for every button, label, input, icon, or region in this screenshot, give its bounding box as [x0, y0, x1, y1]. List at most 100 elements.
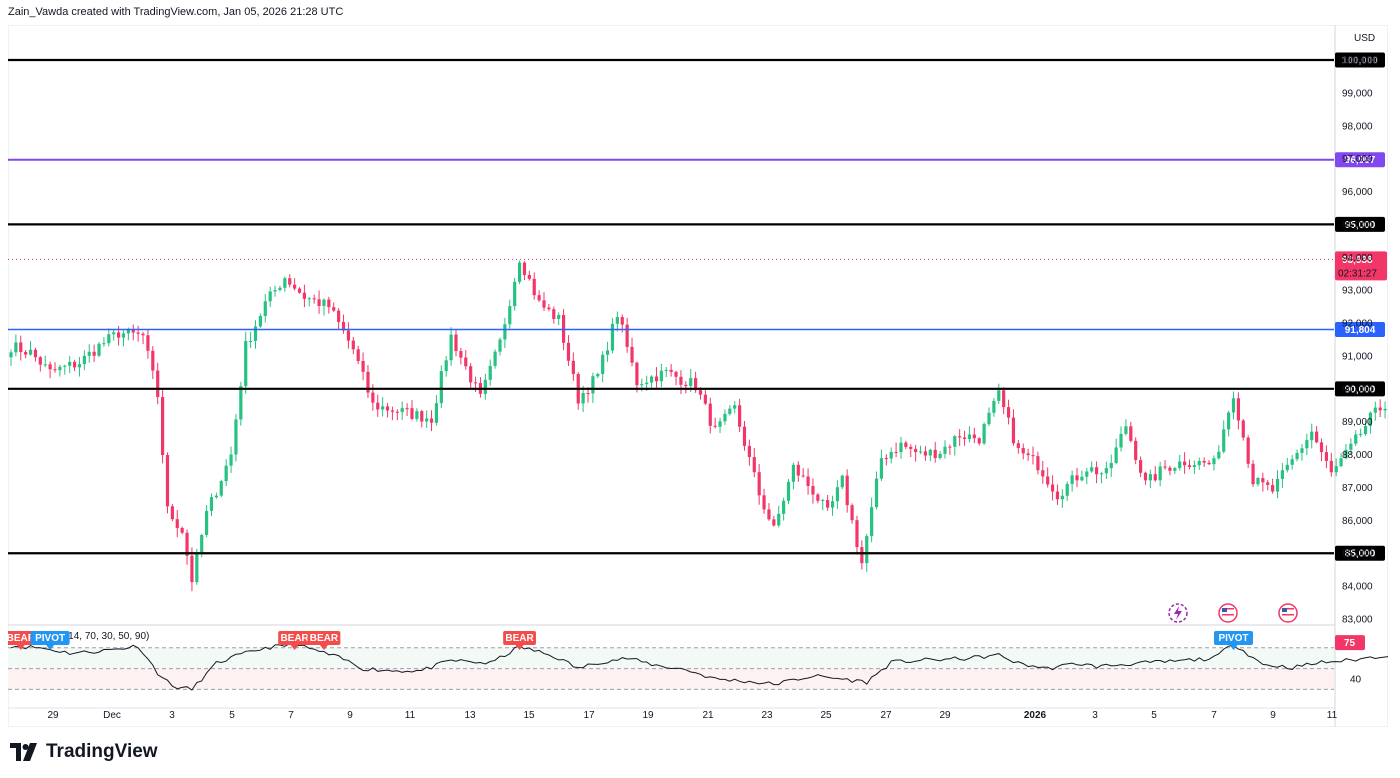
- rsi-pane[interactable]: RSI Div. Lib (14, 70, 30, 50, 90)BEAR PIV…: [8, 631, 1388, 691]
- candle-body: [835, 487, 840, 502]
- candle-body: [684, 384, 688, 387]
- candle-body: [694, 378, 698, 391]
- price-tick-label: 95,000: [1342, 220, 1373, 231]
- candle: [381, 397, 385, 417]
- rsi-current-tag[interactable]: [1335, 635, 1365, 651]
- candle-body: [767, 509, 771, 520]
- time-tick-label: 23: [761, 710, 773, 721]
- candle-body: [557, 314, 561, 319]
- rsi-pivot-tag[interactable]: PIVOT: [30, 631, 70, 650]
- candle: [366, 365, 370, 398]
- candle-body: [962, 437, 967, 439]
- level-tag[interactable]: [1335, 545, 1385, 561]
- candle-body: [718, 421, 722, 427]
- candle-body: [610, 323, 615, 351]
- last-price-tag[interactable]: [1335, 251, 1387, 281]
- level-tag[interactable]: [1335, 381, 1385, 397]
- horizontal-levels[interactable]: 100,000 96,967 95,000 91,804 90,000 85,000 93,…: [8, 52, 1387, 561]
- candle-body: [669, 369, 673, 372]
- rsi-bear-tag[interactable]: BEAR: [8, 631, 38, 650]
- candle: [1285, 457, 1289, 473]
- candle: [1290, 454, 1294, 470]
- candle: [654, 367, 659, 390]
- candle: [1183, 452, 1187, 474]
- candle-body: [508, 306, 512, 325]
- candle-body: [801, 475, 805, 477]
- candle-body: [513, 281, 517, 307]
- candle-body: [141, 333, 145, 336]
- candle: [605, 341, 610, 362]
- chart-area[interactable]: 100,000 96,967 95,000 91,804 90,000 85,000 93,…: [8, 25, 1388, 727]
- us-flag-event-icon[interactable]: [1278, 603, 1298, 623]
- candle: [914, 445, 918, 462]
- candle: [58, 364, 62, 377]
- candle-body: [493, 351, 497, 366]
- candle: [977, 437, 981, 446]
- candle-body: [1026, 453, 1030, 456]
- rsi-bear-tag[interactable]: BEAR: [307, 631, 341, 650]
- candle: [1050, 475, 1055, 501]
- candle-body: [1319, 442, 1324, 453]
- rsi-current-label: 75: [1344, 638, 1356, 649]
- time-tick-label: 3: [169, 710, 175, 721]
- level-tag[interactable]: [1335, 322, 1385, 338]
- candle: [1016, 439, 1020, 454]
- tradingview-logo[interactable]: TradingView: [10, 741, 158, 763]
- time-axis[interactable]: 29 Dec 3 5 7 9 11 13 15 17 19 21 23 25 27 29 2026 3 5 7 9 11: [8, 707, 1338, 721]
- candle-body: [1060, 495, 1064, 500]
- candle: [1187, 459, 1192, 470]
- price-tick-label: 89,000: [1342, 417, 1373, 428]
- candle-body: [840, 475, 844, 488]
- candle: [48, 361, 52, 379]
- candle-body: [400, 408, 404, 413]
- event-lightning-icon[interactable]: [1168, 603, 1188, 623]
- candle: [1383, 401, 1387, 419]
- candle: [9, 349, 13, 366]
- candle: [513, 277, 517, 311]
- us-flag-event-icon[interactable]: [1218, 603, 1238, 623]
- rsi-axis-label: 40: [1350, 675, 1362, 686]
- time-tick-label: 5: [1151, 710, 1157, 721]
- rsi-pivot-tag[interactable]: PIVOT: [1214, 631, 1253, 650]
- level-tag[interactable]: [1335, 152, 1385, 168]
- candle-body: [244, 340, 248, 387]
- time-tick-label: 13: [464, 710, 476, 721]
- candle-body: [904, 442, 908, 447]
- candle: [1363, 420, 1368, 436]
- level-tag[interactable]: [1335, 52, 1385, 68]
- candle: [796, 461, 800, 482]
- candle: [1153, 466, 1157, 482]
- candle: [728, 405, 732, 416]
- candle: [249, 331, 253, 349]
- candle: [1231, 391, 1236, 420]
- candle: [146, 329, 150, 359]
- candle-body: [1280, 470, 1284, 479]
- candle-body: [68, 361, 72, 366]
- candle-body: [488, 365, 492, 380]
- candle-body: [850, 505, 854, 521]
- candle-body: [601, 354, 605, 374]
- rsi-bear-tag[interactable]: BEAR: [278, 631, 312, 650]
- candle-body: [381, 406, 385, 410]
- candle: [1271, 478, 1275, 494]
- level-tag-label: 85,000: [1345, 549, 1376, 560]
- rsi-bear-tag[interactable]: BEAR: [503, 631, 536, 650]
- rsi-indicator-label[interactable]: RSI Div. Lib (14, 70, 30, 50, 90): [10, 631, 149, 642]
- candle-body: [777, 513, 781, 526]
- price-axis[interactable]: USD 83,000 84,000 85,000 86,000 87,000 88,000 8…: [1342, 33, 1379, 626]
- candle-body: [439, 371, 443, 404]
- candle-body: [1114, 447, 1118, 463]
- candle-body: [1359, 433, 1363, 435]
- candle: [933, 441, 937, 463]
- candlestick-chart[interactable]: 100,000 96,967 95,000 91,804 90,000 85,000 93,…: [8, 25, 1388, 727]
- candle-body: [1187, 465, 1192, 467]
- level-tag[interactable]: [1335, 216, 1385, 232]
- event-icons[interactable]: [1168, 603, 1298, 623]
- candle: [581, 385, 585, 413]
- candle: [410, 400, 414, 421]
- price-tick-label: 88,000: [1342, 450, 1373, 461]
- candle: [258, 313, 262, 328]
- candle: [899, 436, 903, 459]
- candle-body: [1099, 473, 1104, 475]
- candle-body: [1134, 440, 1138, 461]
